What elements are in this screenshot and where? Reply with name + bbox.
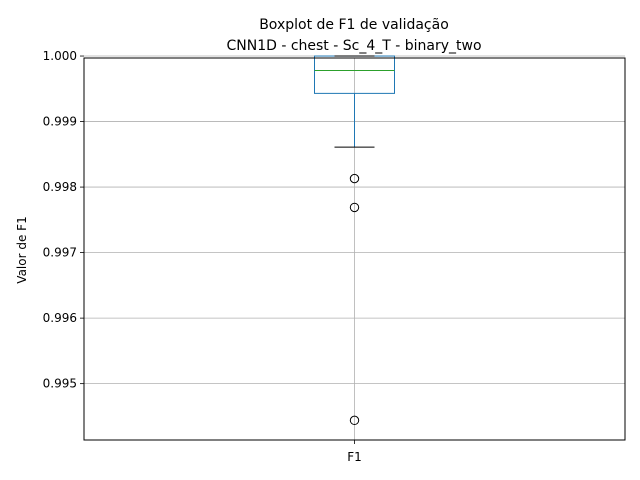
chart-subtitle: CNN1D - chest - Sc_4_T - binary_two [226, 38, 481, 54]
y-tick-label: 0.997 [43, 246, 77, 260]
y-tick-label: 1.000 [43, 49, 77, 63]
y-tick-label: 0.998 [43, 180, 77, 194]
y-axis-label: Valor de F1 [15, 216, 29, 283]
outlier-point [349, 415, 360, 426]
chart-title: Boxplot de F1 de validação [259, 17, 449, 33]
y-tick-label: 0.999 [43, 115, 77, 129]
tick-layer: 0.995 0.996 0.997 0.998 0.999 1.000 F1 [43, 49, 362, 464]
y-tick-label: 0.996 [43, 311, 77, 325]
x-tick-label: F1 [347, 450, 362, 464]
box-layer [314, 55, 395, 426]
outlier-point [349, 173, 360, 184]
plot-area-frame [83, 57, 626, 441]
outlier-point [349, 202, 360, 213]
y-tick-label: 0.995 [43, 377, 77, 391]
